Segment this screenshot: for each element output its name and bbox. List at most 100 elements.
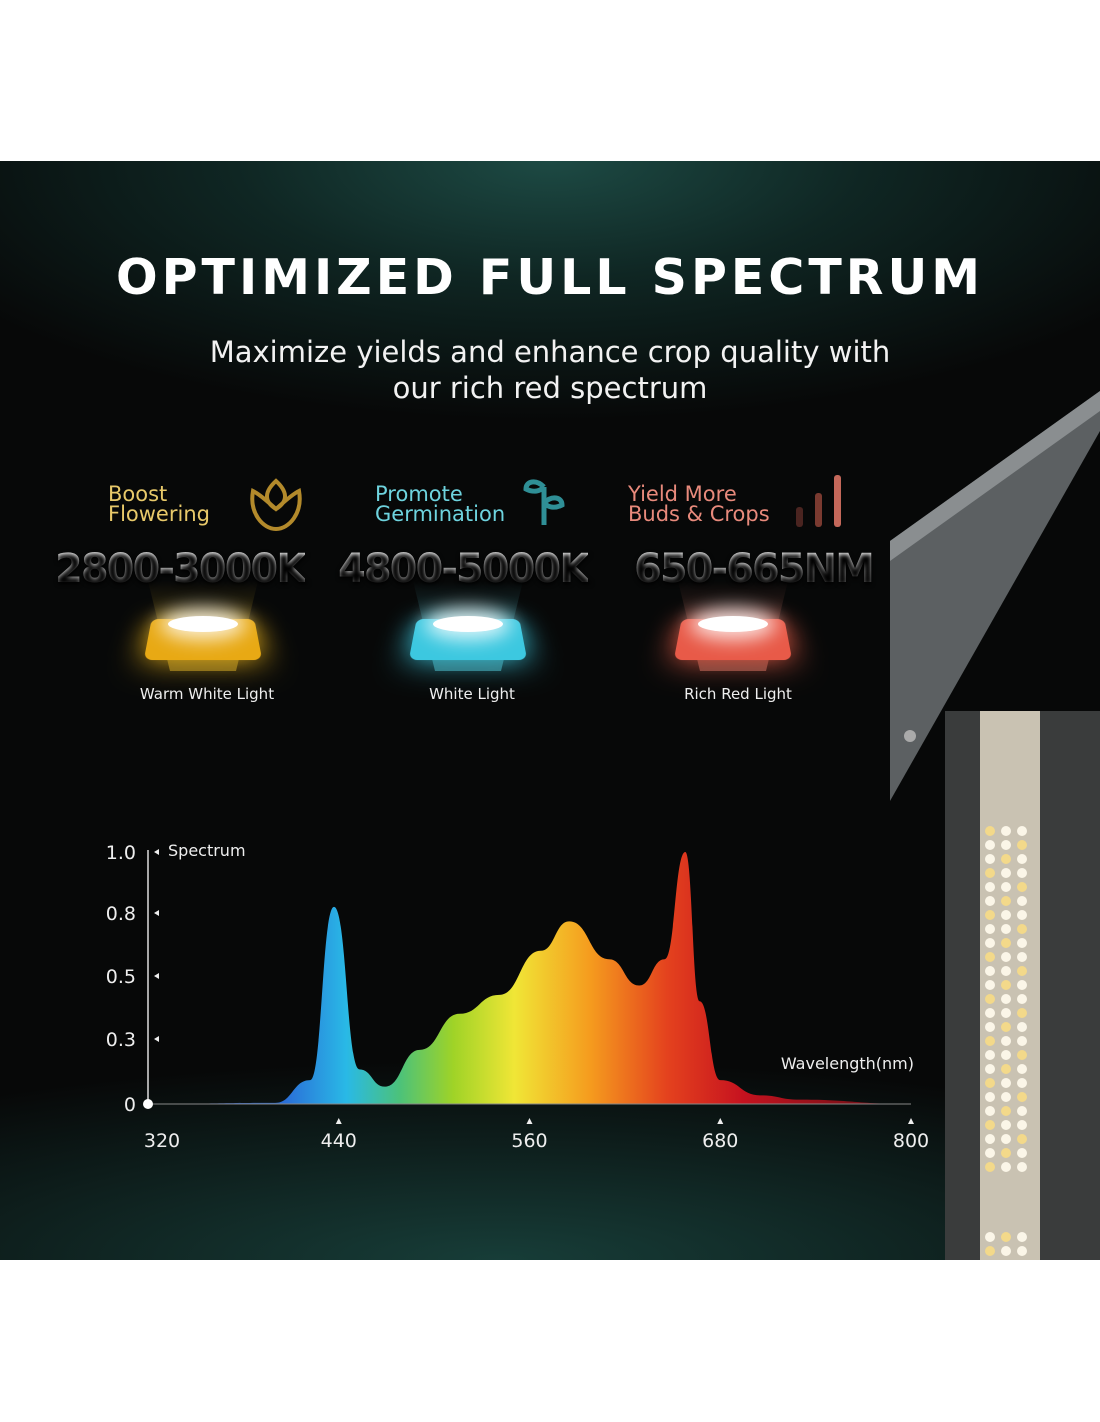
wavelength-value: 650-665NM [634,546,875,592]
led-chip [1001,1246,1011,1256]
led-chip [985,854,995,864]
x-tick-marker [908,1118,914,1124]
light-label: Rich Red Light [684,685,792,703]
led-chip [1017,980,1027,990]
led-chip [1001,1148,1011,1158]
led-chip [985,1078,995,1088]
led-chip [1001,1036,1011,1046]
led-chip [1001,910,1011,920]
led-chip [1001,1092,1011,1102]
y-tick-marker [154,1036,159,1042]
led-chip [985,1092,995,1102]
led-chip [985,924,995,934]
sprout-icon [523,479,565,525]
page-title: OPTIMIZED FULL SPECTRUM [115,249,985,306]
origin-dot [143,1099,153,1109]
led-chip [1001,952,1011,962]
led-chip [985,896,995,906]
led-chip [985,1232,995,1242]
led-chip [1017,966,1027,976]
subtitle-line-2: our rich red spectrum [392,371,708,405]
x-tick-label: 320 [144,1130,180,1152]
spectrum-area [148,852,911,1104]
led-chip [1017,1008,1027,1018]
x-tick-marker [335,1118,342,1124]
led-chip [1017,1134,1027,1144]
led-chip [1017,826,1027,836]
led-chip [1017,1036,1027,1046]
led-chip [985,840,995,850]
led-chip [985,826,995,836]
x-tick-label: 680 [702,1130,738,1152]
led-chip [1001,868,1011,878]
feature-yield-more: Yield More Buds & Crops [628,482,770,526]
led-chip [1017,1050,1027,1060]
led-chip [1017,896,1027,906]
led-chip [1001,1022,1011,1032]
led-chip [1017,1064,1027,1074]
led-chip [1001,1078,1011,1088]
led-chip [1001,1120,1011,1130]
led-chip [1001,966,1011,976]
led-chip [1017,1246,1027,1256]
led-chip [985,1162,995,1172]
y-tick-label: 0.5 [106,966,136,988]
subtitle-line-1: Maximize yields and enhance crop quality… [209,335,891,369]
led-chip [1001,938,1011,948]
led-glow [433,616,503,632]
led-chip [1001,994,1011,1004]
x-tick-marker [717,1118,724,1124]
grow-light-fixture [890,391,1100,1260]
led-chip [1017,868,1027,878]
led-chip [985,938,995,948]
led-chip [985,1008,995,1018]
led-chip [1017,882,1027,892]
led-chip [985,1120,995,1130]
led-chip [1001,1050,1011,1060]
flower-icon [250,478,302,532]
feature-label: Yield More [628,482,737,506]
led-chip [1001,980,1011,990]
led-chip [1017,1162,1027,1172]
x-tick-marker [526,1118,533,1124]
feature-label: Boost [108,482,168,506]
led-chip [1001,826,1011,836]
led-glow [698,616,768,632]
led-chip [1017,840,1027,850]
led-chip [1001,1162,1011,1172]
led-chip [1017,910,1027,920]
led-chip [1001,1008,1011,1018]
led-chip [1017,1092,1027,1102]
led-chip [985,994,995,1004]
feature-label: Germination [375,502,506,526]
led-chip [985,910,995,920]
y-tick-label: 1.0 [106,842,136,864]
x-tick-label: 440 [321,1130,357,1152]
x-tick-label: 560 [511,1130,547,1152]
y-axis-label: Spectrum [168,841,246,860]
led-chip [1017,1022,1027,1032]
led-chip [1017,1106,1027,1116]
led-chip [1017,938,1027,948]
led-chip [1001,840,1011,850]
led-chip [985,1134,995,1144]
led-chip [985,1050,995,1060]
feature-boost-flowering: Boost Flowering [108,482,210,526]
led-chip [1017,924,1027,934]
x-axis-label: Wavelength(nm) [781,1054,914,1073]
led-chip [1001,1106,1011,1116]
led-chip [1001,882,1011,892]
led-chip [1001,854,1011,864]
led-chip [985,1064,995,1074]
y-tick-label: 0 [124,1094,136,1116]
led-chip [985,1022,995,1032]
led-chip [1001,924,1011,934]
led-chip [985,1148,995,1158]
y-tick-label: 0.8 [106,903,136,925]
led-array [985,826,1027,1256]
led-chip [985,868,995,878]
feature-label: Buds & Crops [628,502,770,526]
led-chip [1001,1064,1011,1074]
led-chip [1017,952,1027,962]
feature-label: Flowering [108,502,210,526]
